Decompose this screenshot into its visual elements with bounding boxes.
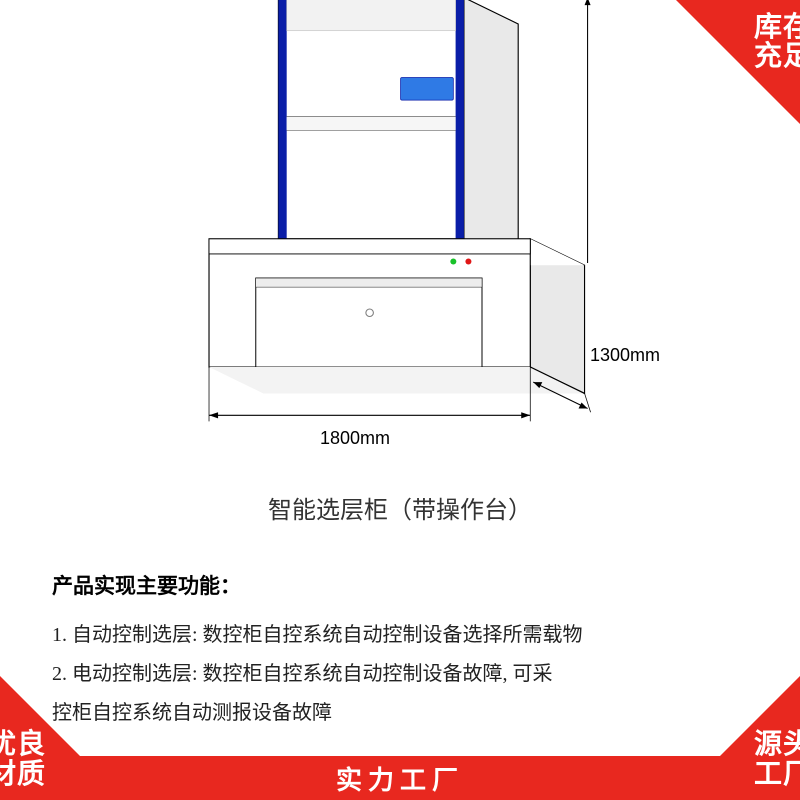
badge-bottom-right-text: 源头 工厂 bbox=[754, 729, 800, 788]
dim-depth-arrow-b bbox=[579, 402, 588, 408]
features-title: 产品实现主要功能： bbox=[52, 570, 740, 600]
cabinet-top-band bbox=[287, 0, 456, 31]
cabinet-shelf-gap bbox=[287, 117, 456, 131]
dim-height-arrow-top bbox=[585, 0, 591, 5]
diagram-caption: 智能选层柜（带操作台） bbox=[0, 490, 800, 525]
desk-kneehole bbox=[256, 278, 482, 367]
dim-depth-label: 1300mm bbox=[590, 345, 660, 366]
led-red bbox=[465, 258, 471, 264]
dim-width-label: 1800mm bbox=[320, 428, 390, 449]
features-section: 产品实现主要功能： 1. 自动控制选层: 数控柜自控系统自动控制设备选择所需载物… bbox=[52, 570, 740, 735]
feature-line: 1. 自动控制选层: 数控柜自控系统自动控制设备选择所需载物 bbox=[52, 618, 740, 647]
feature-line: 2. 电动控制选层: 数控柜自控系统自动控制设备故障, 可采 bbox=[52, 657, 740, 686]
badge-bottom-left-text: 优良 材质 bbox=[0, 729, 46, 788]
desk-top-band bbox=[209, 239, 530, 254]
badge-top-right: 库存 充足 bbox=[676, 0, 800, 124]
feature-line: 控柜自控系统自动测报设备故障 bbox=[52, 696, 740, 725]
led-green bbox=[450, 258, 456, 264]
desk-floor-shade bbox=[209, 367, 585, 393]
dim-depth-ext bbox=[585, 393, 591, 412]
cabinet-control-panel bbox=[401, 77, 454, 100]
footer-bar: 实力工厂 bbox=[0, 756, 800, 800]
desk-kneehole-top-lip bbox=[256, 278, 482, 287]
badge-top-right-text: 库存 充足 bbox=[754, 12, 800, 71]
cabinet-frame-right bbox=[456, 0, 464, 239]
cabinet-frame-left bbox=[278, 0, 286, 239]
dim-width-arrow-r bbox=[521, 412, 530, 418]
cabinet-side bbox=[464, 0, 518, 265]
cabinet-svg bbox=[90, 0, 690, 450]
dim-width-arrow-l bbox=[209, 412, 218, 418]
cabinet-diagram: 1800mm 1300mm bbox=[90, 0, 690, 440]
